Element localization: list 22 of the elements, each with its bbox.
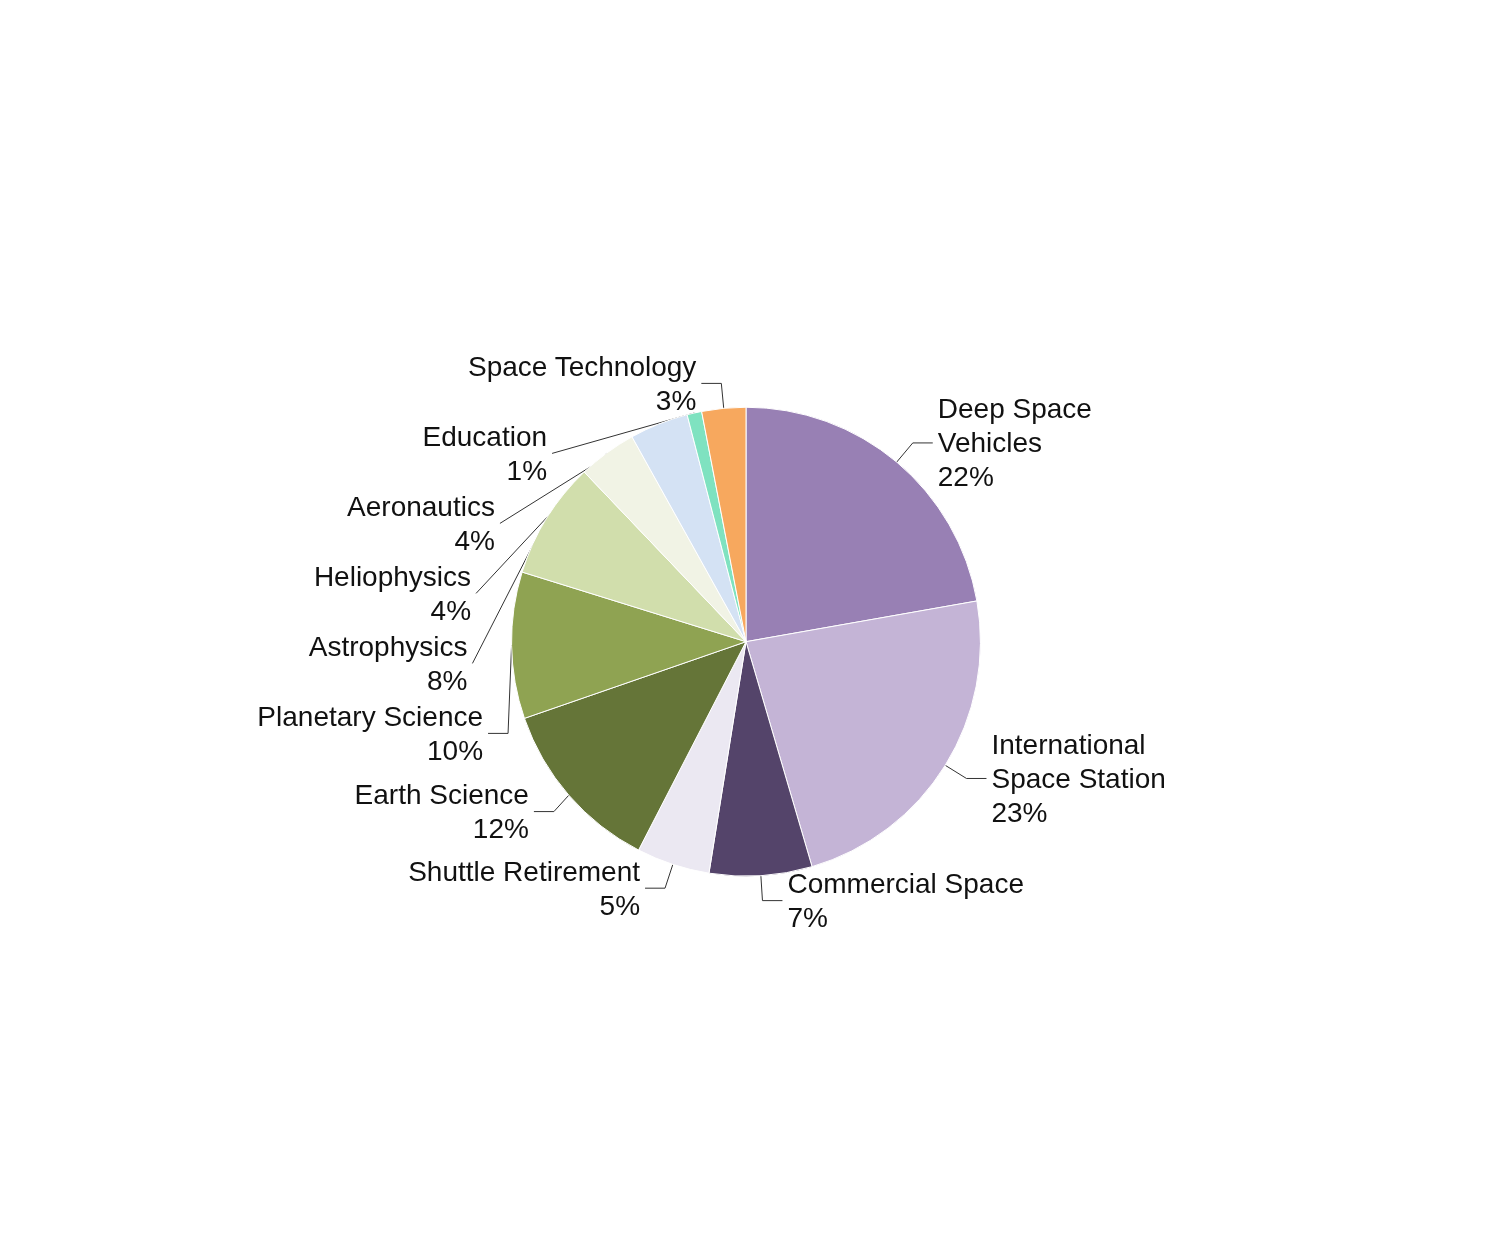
data-label: 10% <box>427 734 484 766</box>
slice-label: Education <box>422 420 548 452</box>
data-label: 8% <box>426 664 468 696</box>
slice-label: Aeronautics <box>347 490 495 522</box>
data-label: 23% <box>991 796 1048 828</box>
slice-label: Space Technology <box>468 350 697 382</box>
data-label: 7% <box>787 902 828 934</box>
slice-label: Commercial Space <box>787 868 1024 900</box>
data-label: 22% <box>937 461 994 493</box>
slice-label: Astrophysics <box>308 630 468 662</box>
slice-label: Deep Space Vehicles <box>937 393 1100 459</box>
data-label: 4% <box>430 594 472 626</box>
slice-label: Shuttle Retirement <box>408 855 641 887</box>
slice-label: Planetary Science <box>257 700 484 732</box>
slice-label: Earth Science <box>354 779 529 811</box>
data-label: 12% <box>472 813 529 845</box>
slice-label: Heliophysics <box>313 560 472 592</box>
data-label: 4% <box>454 524 495 556</box>
data-label: 5% <box>599 889 641 921</box>
slice-label: International Space Station <box>991 728 1166 794</box>
data-label: 1% <box>506 454 548 486</box>
data-label: 3% <box>655 384 697 416</box>
